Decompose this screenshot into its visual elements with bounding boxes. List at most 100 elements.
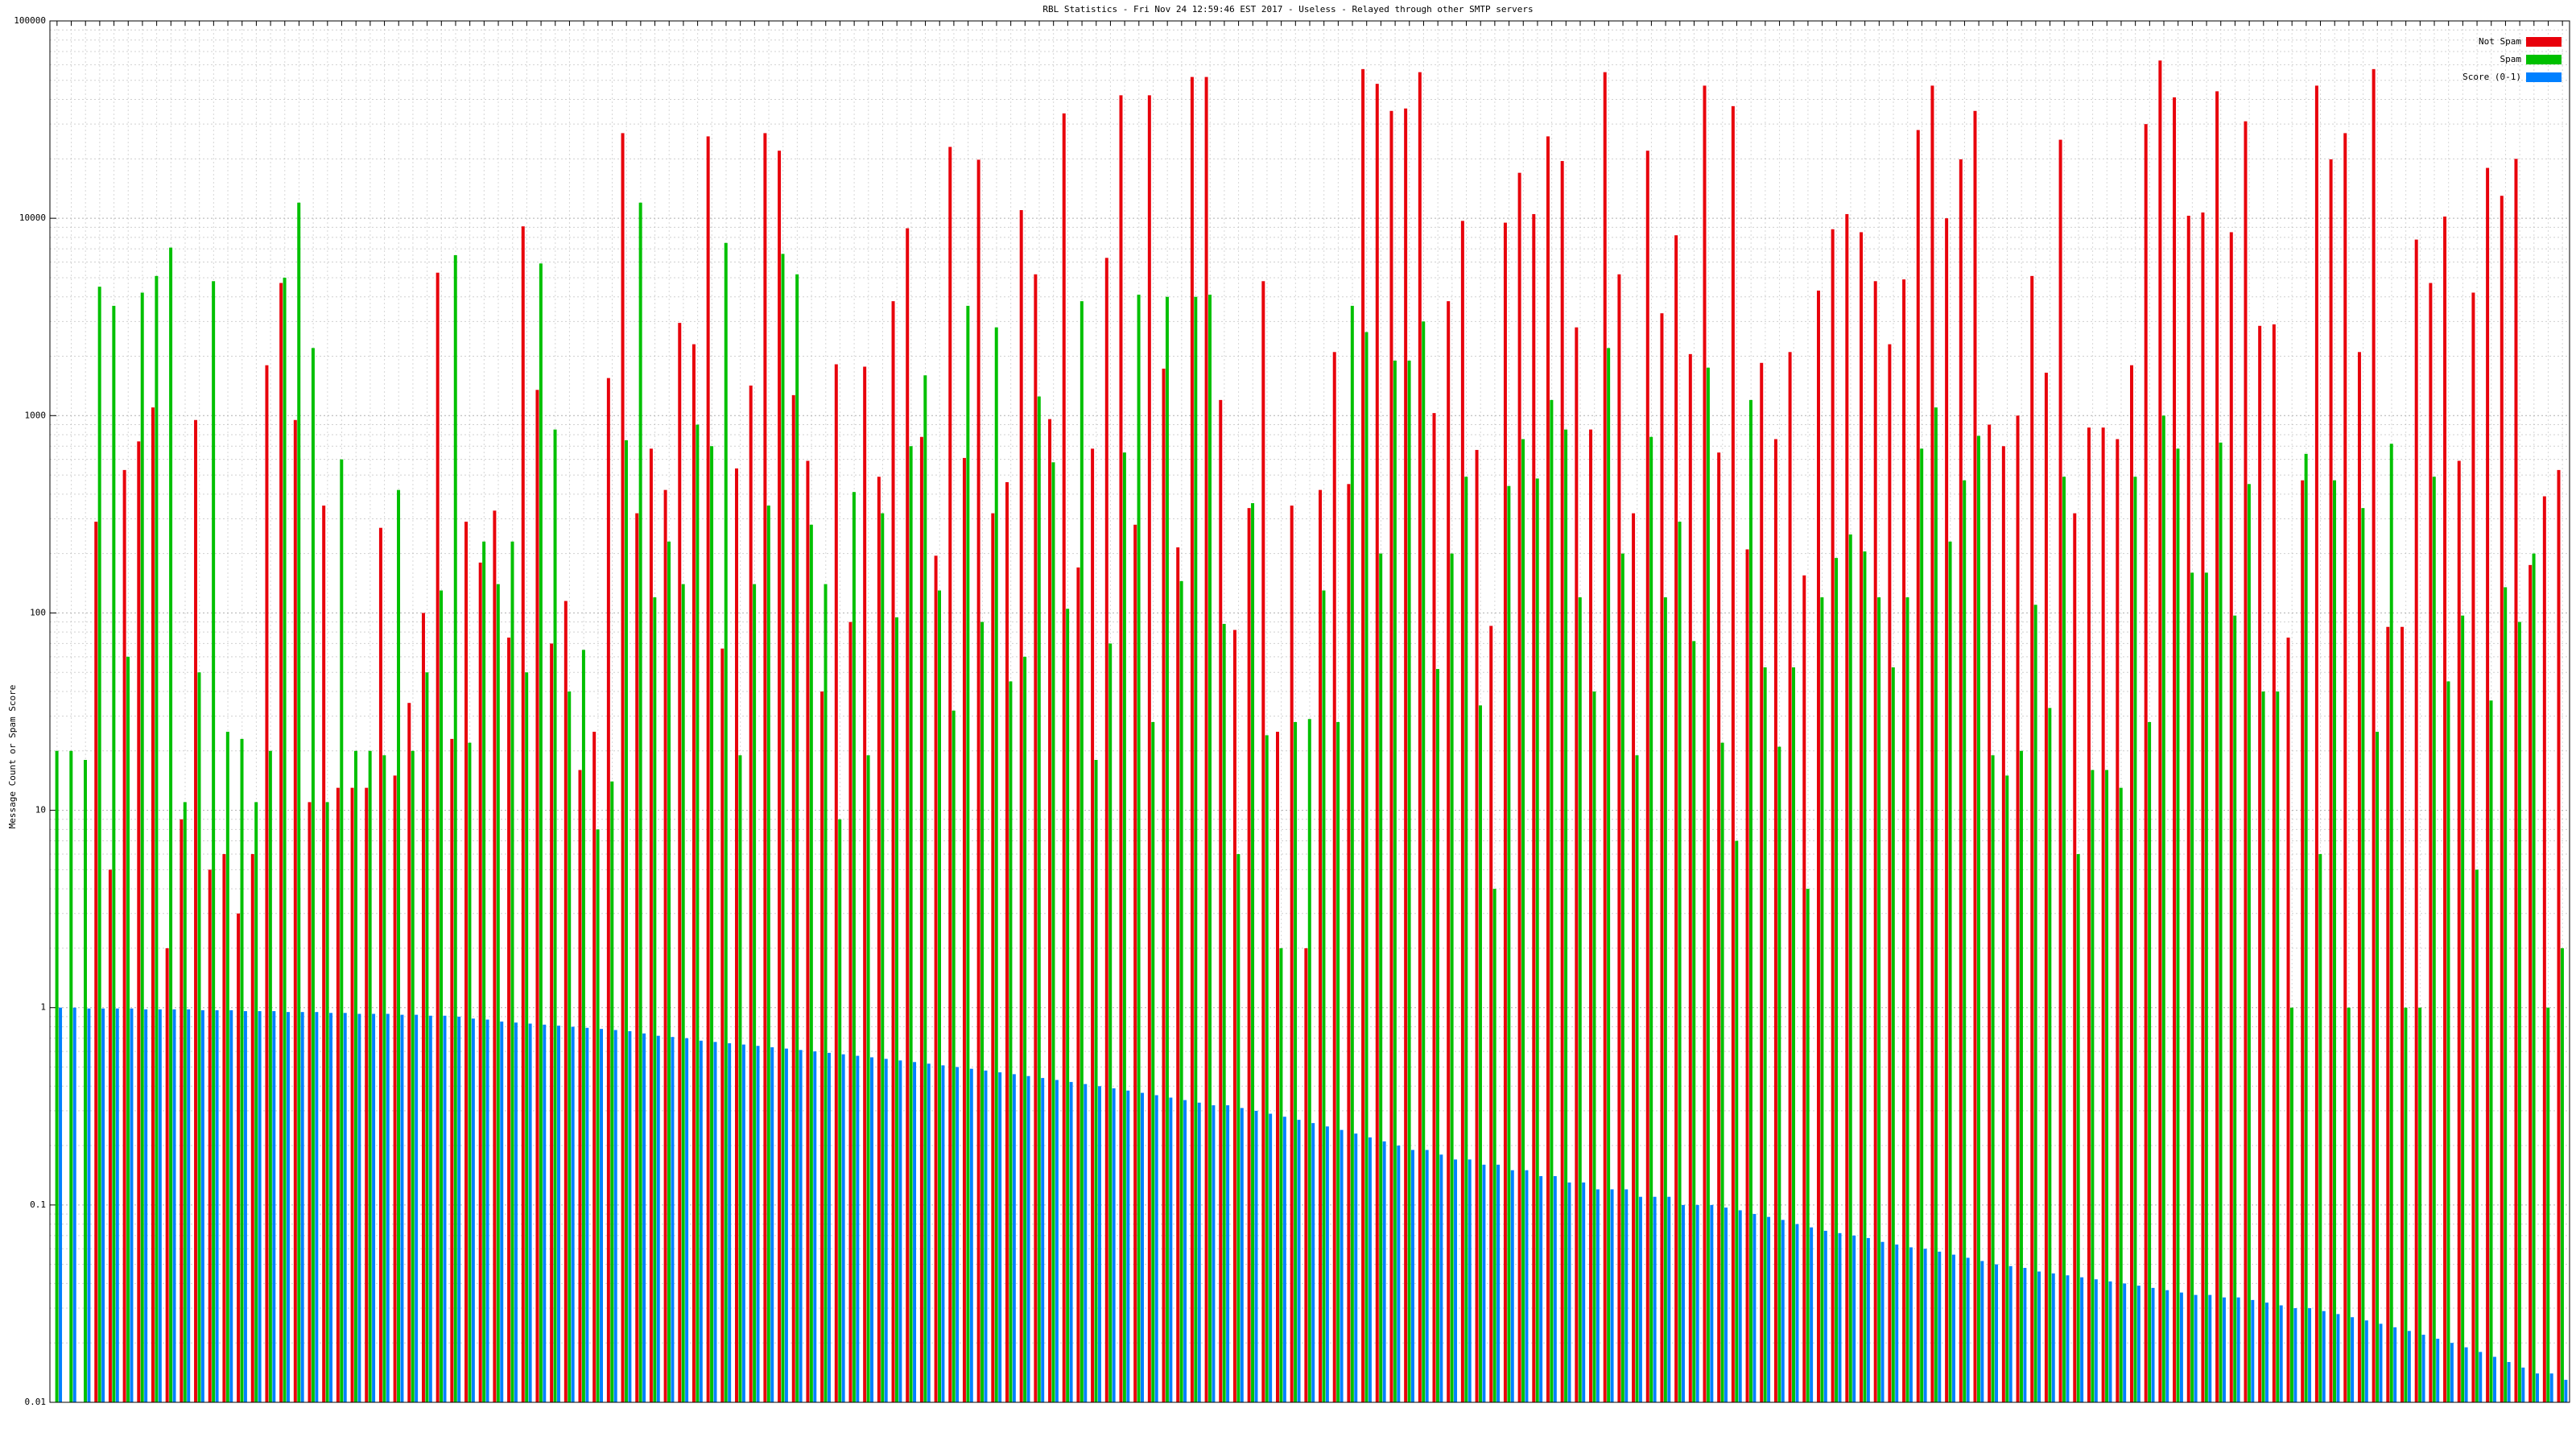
bar	[1663, 597, 1667, 1402]
bar	[1660, 313, 1664, 1402]
bar	[2304, 453, 2308, 1402]
bar	[2105, 770, 2109, 1402]
bar	[440, 590, 444, 1402]
bar	[1838, 1232, 1842, 1402]
bar	[856, 1055, 860, 1402]
bar	[1251, 503, 1255, 1403]
bar	[55, 750, 59, 1402]
bar	[112, 305, 116, 1403]
y-tick-label: 1000	[25, 410, 47, 420]
bar	[753, 584, 757, 1402]
bar	[272, 1011, 276, 1402]
bar	[336, 787, 340, 1402]
bar	[1435, 669, 1439, 1402]
bar	[382, 755, 386, 1402]
bar	[325, 802, 329, 1402]
bar	[493, 510, 497, 1402]
bar	[678, 323, 682, 1403]
bar	[1991, 755, 1995, 1402]
bar	[1980, 1261, 1984, 1402]
bar	[329, 1013, 333, 1402]
bar	[2219, 442, 2223, 1402]
bar	[1354, 1133, 1358, 1402]
bar	[1062, 113, 1066, 1402]
y-tick-label: 10000	[19, 213, 46, 223]
bar	[2215, 91, 2219, 1402]
bar	[500, 1022, 504, 1402]
bar	[180, 819, 184, 1402]
bar	[1923, 1249, 1927, 1402]
bar	[2005, 775, 2009, 1402]
bar	[283, 277, 287, 1402]
bar	[1777, 746, 1781, 1402]
bar	[720, 648, 724, 1402]
bar	[870, 1057, 873, 1402]
bar	[642, 1033, 646, 1402]
bar	[1389, 110, 1393, 1403]
bar	[621, 133, 625, 1403]
bar	[685, 1038, 689, 1402]
bar	[1835, 558, 1839, 1402]
bar	[2179, 1292, 2183, 1402]
bar	[820, 691, 824, 1402]
bar	[2265, 1302, 2268, 1402]
bar	[407, 703, 411, 1402]
bar	[628, 1030, 632, 1402]
bar	[2343, 133, 2347, 1403]
bar	[2376, 732, 2380, 1402]
bar	[543, 1024, 547, 1402]
bar	[2486, 167, 2490, 1403]
bar	[1265, 735, 1269, 1402]
bar	[1336, 721, 1340, 1402]
bar	[799, 1050, 803, 1402]
bar	[1454, 1159, 1458, 1402]
bar	[696, 424, 700, 1402]
bar	[151, 407, 155, 1403]
bar	[1048, 419, 1052, 1402]
bar	[2372, 68, 2376, 1402]
bar	[906, 228, 910, 1402]
bar	[1226, 1105, 1230, 1402]
bar	[215, 1009, 219, 1402]
bar	[1297, 1120, 1301, 1402]
bar	[1905, 597, 1909, 1402]
bar	[2208, 1294, 2212, 1402]
bar	[322, 506, 326, 1402]
bar	[1692, 641, 1696, 1402]
bar	[2421, 1335, 2425, 1402]
bar	[738, 755, 742, 1402]
bar	[1005, 481, 1009, 1402]
bar	[606, 378, 610, 1403]
bar	[1432, 413, 1436, 1403]
bar	[934, 555, 938, 1403]
bar	[101, 1008, 105, 1402]
bar	[521, 226, 525, 1402]
bar	[2062, 477, 2066, 1402]
bar	[923, 375, 927, 1402]
bar	[852, 492, 856, 1402]
y-tick-label: 100000	[14, 15, 46, 26]
bar	[1240, 1108, 1244, 1402]
bar	[1364, 332, 1368, 1402]
bar	[1575, 327, 1579, 1403]
bar	[130, 1008, 134, 1402]
bar	[268, 750, 272, 1402]
bar	[2051, 1273, 2055, 1402]
bar	[571, 1026, 575, 1402]
bar	[1382, 1141, 1386, 1402]
bar	[72, 1007, 76, 1402]
bar	[308, 802, 312, 1402]
bar	[1464, 477, 1468, 1402]
bar	[1418, 72, 1422, 1403]
bar	[1795, 1224, 1799, 1402]
bar	[984, 1070, 988, 1402]
bar	[1995, 1264, 1999, 1402]
bar	[1183, 1100, 1187, 1402]
bar	[115, 1008, 119, 1402]
bar	[428, 1015, 432, 1402]
bar	[386, 1013, 390, 1402]
bar	[2037, 1271, 2041, 1402]
bar	[1951, 1254, 1955, 1402]
bar	[635, 513, 639, 1402]
bar	[2289, 1007, 2293, 1402]
